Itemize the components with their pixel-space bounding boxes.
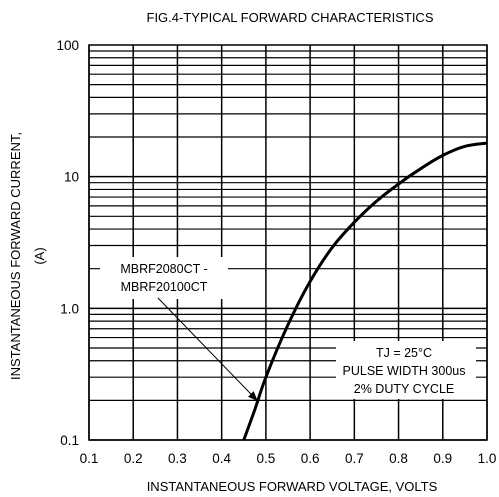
- x-tick-label: 0.3: [168, 451, 187, 466]
- y-axis-label-line1: INSTANTANEOUS FORWARD CURRENT,: [8, 132, 23, 380]
- x-axis-label: INSTANTANEOUS FORWARD VOLTAGE, VOLTS: [147, 479, 438, 494]
- y-tick-label: 0.1: [60, 433, 79, 448]
- x-tick-label: 0.8: [389, 451, 408, 466]
- tick-labels: 0.1 0.2 0.3 0.4 0.5 0.6 0.7 0.8 0.9 1.0 0.1 1.0 10 10…: [56, 38, 496, 466]
- x-tick-label: 0.1: [80, 451, 99, 466]
- series-line: [242, 141, 488, 441]
- y-tick-label: 1.0: [60, 301, 79, 316]
- conditions-line2: PULSE WIDTH 300us: [343, 364, 466, 378]
- x-tick-label: 0.6: [301, 451, 320, 466]
- pointer-arrow: [157, 297, 258, 402]
- plot-frame: [88, 44, 488, 441]
- part-label-box: [100, 257, 228, 299]
- x-tick-label: 0.2: [124, 451, 143, 466]
- x-tick-label: 1.0: [478, 451, 497, 466]
- part-label-line1: MBRF2080CT -: [120, 262, 207, 276]
- y-tick-label: 10: [64, 170, 79, 185]
- y-tick-label: 100: [56, 38, 79, 53]
- conditions-box: [336, 341, 476, 399]
- x-tick-label: 0.7: [345, 451, 364, 466]
- y-axis-label-line2: (A): [32, 247, 47, 264]
- chart-title: FIG.4-TYPICAL FORWARD CHARACTERISTICS: [147, 10, 434, 25]
- x-tick-label: 0.9: [433, 451, 452, 466]
- x-tick-label: 0.5: [256, 451, 275, 466]
- conditions-line3: 2% DUTY CYCLE: [354, 382, 455, 396]
- x-tick-label: 0.4: [212, 451, 231, 466]
- part-label-line2: MBRF20100CT: [121, 280, 208, 294]
- conditions-line1: TJ = 25°C: [376, 346, 432, 360]
